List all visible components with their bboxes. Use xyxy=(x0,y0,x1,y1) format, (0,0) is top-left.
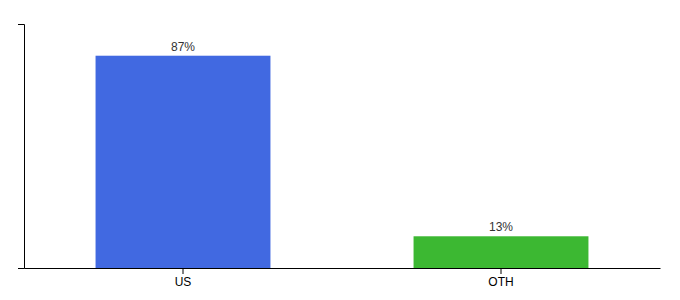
bars xyxy=(96,56,589,268)
x-tick: OTH xyxy=(488,268,513,289)
x-tick-mark xyxy=(183,268,184,274)
x-tick-label: US xyxy=(175,275,192,289)
data-label: 13% xyxy=(489,220,513,234)
bar xyxy=(414,236,589,268)
x-axis: US OTH xyxy=(25,268,661,289)
data-label: 87% xyxy=(171,40,195,54)
plot-area: US OTH 87% 13% xyxy=(18,25,661,289)
x-tick: US xyxy=(175,268,192,289)
chart-svg: US OTH 87% 13% xyxy=(0,0,680,300)
x-axis-line xyxy=(25,268,661,269)
x-tick-mark xyxy=(501,268,502,274)
data-labels: 87% 13% xyxy=(171,40,513,235)
y-axis-line xyxy=(18,25,25,269)
bar xyxy=(96,56,271,268)
x-tick-label: OTH xyxy=(488,275,513,289)
chart-container: US OTH 87% 13% xyxy=(0,0,680,300)
y-axis xyxy=(18,25,25,269)
